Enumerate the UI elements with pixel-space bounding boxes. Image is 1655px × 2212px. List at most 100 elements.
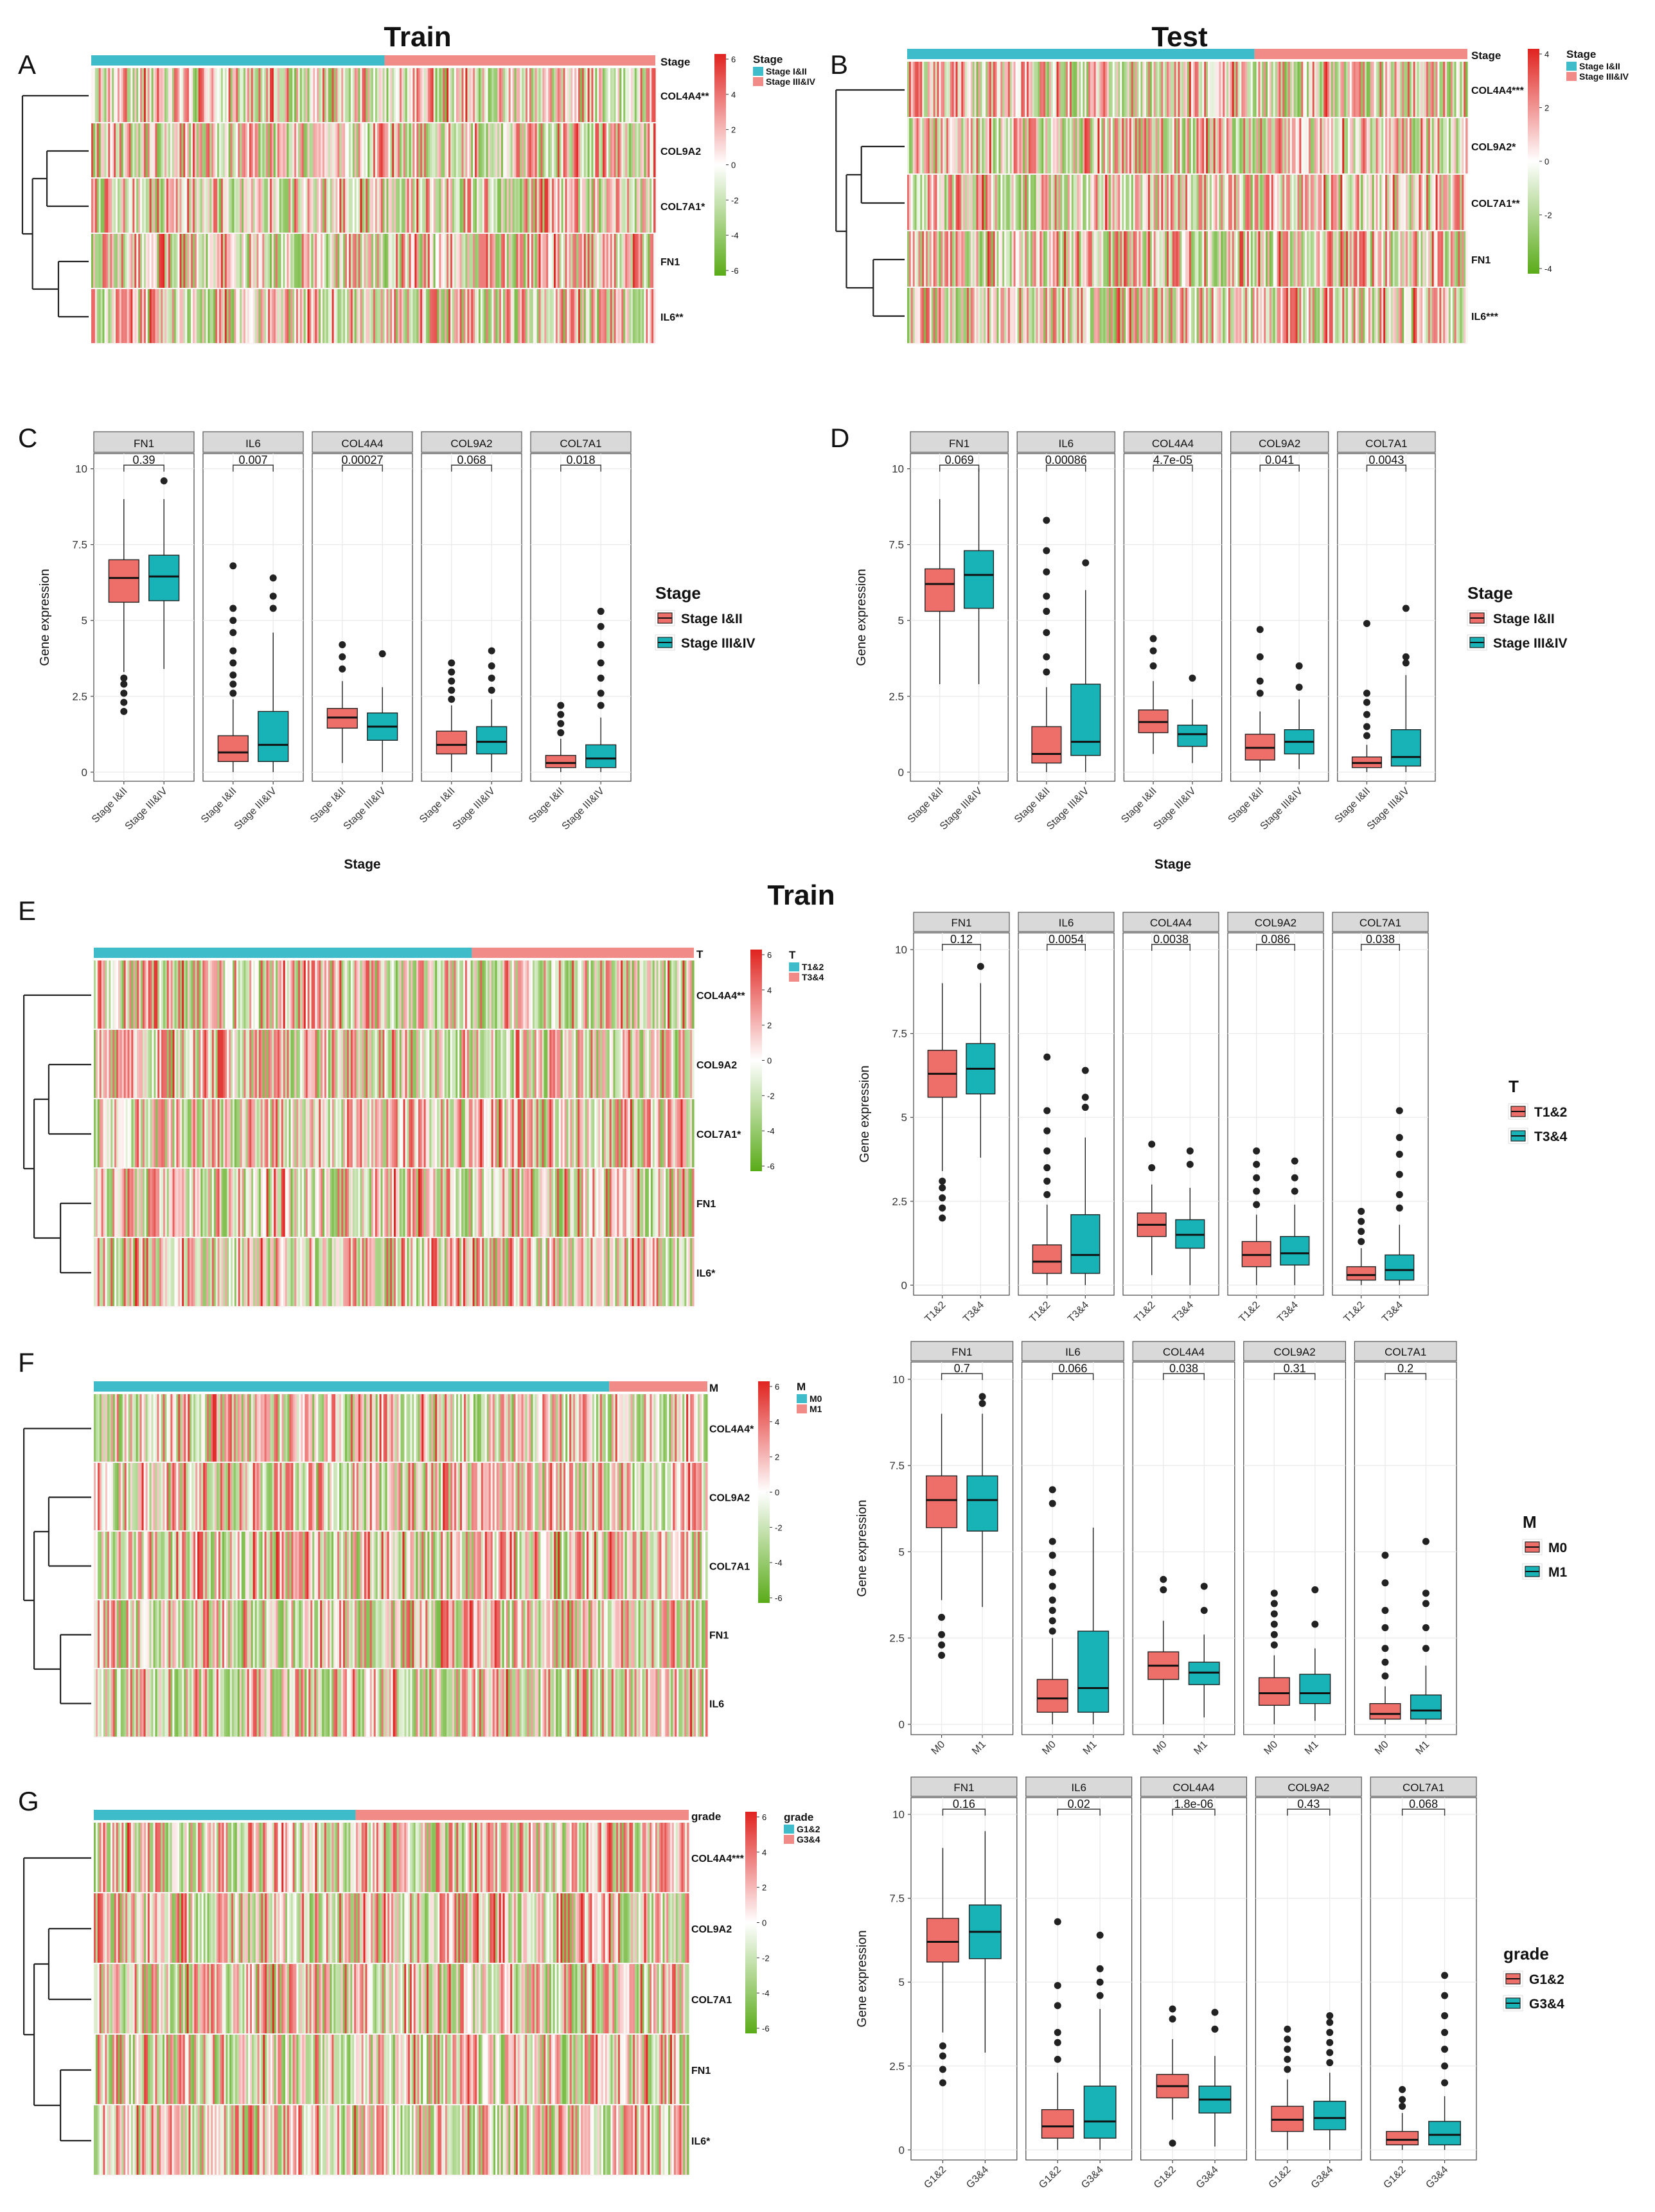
heatmap-cell bbox=[1314, 118, 1317, 173]
heatmap-cell bbox=[606, 234, 609, 288]
heatmap-cell bbox=[686, 1238, 689, 1306]
heatmap-cell bbox=[178, 1030, 181, 1098]
heatmap-cell bbox=[118, 1169, 121, 1237]
heatmap-cell bbox=[321, 289, 323, 343]
heatmap-cell bbox=[1095, 118, 1099, 173]
heatmap-cell bbox=[567, 234, 569, 288]
heatmap-cell bbox=[435, 1030, 438, 1098]
panel-letter: B bbox=[830, 49, 848, 80]
heatmap-cell bbox=[1198, 118, 1201, 173]
heatmap-cell bbox=[536, 68, 540, 122]
heatmap-cell bbox=[1097, 231, 1100, 287]
figure-title-test: Test bbox=[1151, 21, 1208, 53]
colorbar-tick-label: 6 bbox=[767, 950, 772, 960]
heatmap-cell bbox=[134, 179, 137, 233]
heatmap-cell bbox=[330, 960, 333, 1029]
heatmap-cell bbox=[1394, 231, 1397, 287]
heatmap-cell bbox=[920, 118, 923, 173]
heatmap-cell bbox=[587, 179, 590, 233]
heatmap-cell bbox=[168, 179, 171, 233]
heatmap-cell bbox=[328, 179, 331, 233]
heatmap-cell bbox=[463, 960, 466, 1029]
heatmap-cell bbox=[957, 118, 960, 173]
heatmap-cell bbox=[352, 1030, 355, 1098]
heatmap-cell bbox=[420, 179, 423, 233]
heatmap-cell bbox=[476, 179, 479, 233]
heatmap-cell bbox=[989, 118, 992, 173]
heatmap-cell bbox=[563, 289, 566, 343]
heatmap-cell bbox=[121, 68, 124, 122]
heatmap-cell bbox=[621, 960, 623, 1029]
heatmap-cell bbox=[1066, 231, 1068, 287]
heatmap-cell bbox=[927, 118, 930, 173]
heatmap-cell bbox=[435, 960, 438, 1029]
heatmap-cell bbox=[144, 1030, 147, 1098]
heatmap-cell bbox=[639, 1099, 642, 1167]
heatmap-cell bbox=[491, 1099, 494, 1167]
heatmap-cell bbox=[307, 68, 310, 122]
heatmap-cell bbox=[1264, 175, 1266, 230]
heatmap-cell bbox=[144, 1099, 147, 1167]
heatmap-cell bbox=[364, 123, 366, 177]
heatmap-cell bbox=[264, 1394, 267, 1462]
heatmap-cell bbox=[1241, 288, 1244, 343]
heatmap-cell bbox=[563, 68, 566, 122]
heatmap-cell bbox=[339, 1030, 342, 1098]
heatmap-cell bbox=[518, 289, 520, 343]
heatmap-cell bbox=[459, 1238, 462, 1306]
heatmap-cell bbox=[345, 960, 348, 1029]
heatmap-cell bbox=[986, 175, 988, 230]
heatmap-cell bbox=[1041, 118, 1044, 173]
heatmap-cell bbox=[502, 1394, 505, 1462]
heatmap-cell bbox=[1023, 118, 1025, 173]
heatmap-cell bbox=[1422, 288, 1425, 343]
heatmap-cell bbox=[431, 1169, 434, 1237]
heatmap-cell bbox=[469, 123, 472, 177]
heatmap-cell bbox=[427, 1238, 430, 1306]
heatmap-cell bbox=[1406, 175, 1408, 230]
heatmap-cell bbox=[313, 1099, 316, 1167]
heatmap-cell bbox=[580, 234, 583, 288]
heatmap-cell bbox=[576, 234, 579, 288]
heatmap-cell bbox=[1066, 62, 1068, 117]
heatmap-cell bbox=[635, 1238, 639, 1306]
heatmap-cell bbox=[1178, 175, 1180, 230]
heatmap-cell bbox=[202, 1099, 205, 1167]
heatmap-cell bbox=[1027, 175, 1029, 230]
heatmap-cell bbox=[610, 289, 613, 343]
heatmap-cell bbox=[1034, 118, 1037, 173]
heatmap-cell bbox=[924, 231, 926, 287]
heatmap-cell bbox=[1415, 62, 1418, 117]
heatmap-cell bbox=[383, 1394, 386, 1462]
heatmap-cell bbox=[179, 68, 182, 122]
heatmap-cell bbox=[211, 1030, 215, 1098]
heatmap-cell bbox=[398, 68, 400, 122]
heatmap-cell bbox=[277, 289, 280, 343]
heatmap-cell bbox=[619, 960, 621, 1029]
heatmap-cell bbox=[1284, 231, 1287, 287]
heatmap-cell bbox=[1122, 231, 1124, 287]
heatmap-cell bbox=[256, 289, 260, 343]
heatmap-cell bbox=[307, 234, 310, 288]
heatmap-cell bbox=[564, 960, 567, 1029]
heatmap-cell bbox=[418, 960, 421, 1029]
heatmap-cell bbox=[121, 1238, 125, 1306]
heatmap-cell bbox=[571, 289, 573, 343]
heatmap-cell bbox=[1273, 175, 1276, 230]
heatmap-cell bbox=[600, 1169, 603, 1237]
heatmap-cell bbox=[367, 234, 370, 288]
heatmap-cell bbox=[1305, 118, 1307, 173]
heatmap-cell bbox=[1307, 62, 1309, 117]
heatmap-cell bbox=[1153, 118, 1156, 173]
heatmap-cell bbox=[547, 1030, 550, 1098]
heatmap-cell bbox=[1355, 175, 1358, 230]
heatmap-cell bbox=[1248, 175, 1252, 230]
heatmap-cell bbox=[283, 234, 286, 288]
heatmap-cell bbox=[224, 289, 227, 343]
colorbar-tick-label: 4 bbox=[767, 986, 772, 995]
heatmap-cell bbox=[332, 960, 335, 1029]
heatmap-cell bbox=[1099, 118, 1102, 173]
heatmap-cell bbox=[273, 289, 276, 343]
heatmap-cell bbox=[321, 1099, 323, 1167]
heatmap-cell bbox=[367, 1030, 370, 1098]
